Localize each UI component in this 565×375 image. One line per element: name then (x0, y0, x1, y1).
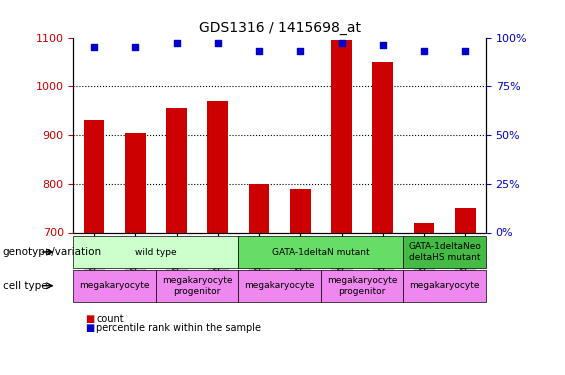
Text: count: count (96, 314, 124, 324)
FancyBboxPatch shape (403, 236, 486, 268)
Text: megakaryocyte: megakaryocyte (410, 281, 480, 291)
Text: wild type: wild type (135, 248, 177, 256)
Bar (290, 189, 311, 232)
Bar (455, 208, 476, 232)
Point (172, 40, 181, 46)
Point (254, 48, 263, 54)
Title: GDS1316 / 1415698_at: GDS1316 / 1415698_at (199, 21, 360, 35)
Text: megakaryocyte: megakaryocyte (80, 281, 150, 291)
FancyBboxPatch shape (238, 236, 403, 268)
Text: megakaryocyte: megakaryocyte (245, 281, 315, 291)
FancyBboxPatch shape (238, 270, 321, 302)
Text: genotype/variation: genotype/variation (3, 247, 102, 257)
Point (461, 48, 470, 54)
Bar (331, 40, 352, 232)
FancyBboxPatch shape (73, 236, 238, 268)
Text: megakaryocyte
progenitor: megakaryocyte progenitor (162, 276, 232, 296)
FancyBboxPatch shape (156, 270, 238, 302)
Bar (414, 223, 434, 232)
FancyBboxPatch shape (321, 270, 403, 302)
Bar (207, 101, 228, 232)
Text: percentile rank within the sample: percentile rank within the sample (96, 323, 261, 333)
Text: ■: ■ (85, 314, 94, 324)
Text: ■: ■ (85, 323, 94, 333)
Point (131, 44, 140, 50)
Point (419, 48, 429, 54)
Bar (249, 184, 270, 232)
FancyBboxPatch shape (73, 270, 156, 302)
Text: GATA-1deltaN mutant: GATA-1deltaN mutant (272, 248, 370, 256)
Text: cell type: cell type (3, 281, 47, 291)
Point (337, 40, 346, 46)
Text: GATA-1deltaNeo
deltaHS mutant: GATA-1deltaNeo deltaHS mutant (408, 243, 481, 262)
Bar (84, 120, 105, 232)
Bar (125, 133, 146, 232)
Point (379, 42, 388, 48)
Point (296, 48, 305, 54)
Bar (372, 62, 393, 232)
FancyBboxPatch shape (403, 270, 486, 302)
Text: megakaryocyte
progenitor: megakaryocyte progenitor (327, 276, 397, 296)
Bar (166, 108, 187, 232)
Point (214, 40, 223, 46)
Point (89, 44, 99, 50)
